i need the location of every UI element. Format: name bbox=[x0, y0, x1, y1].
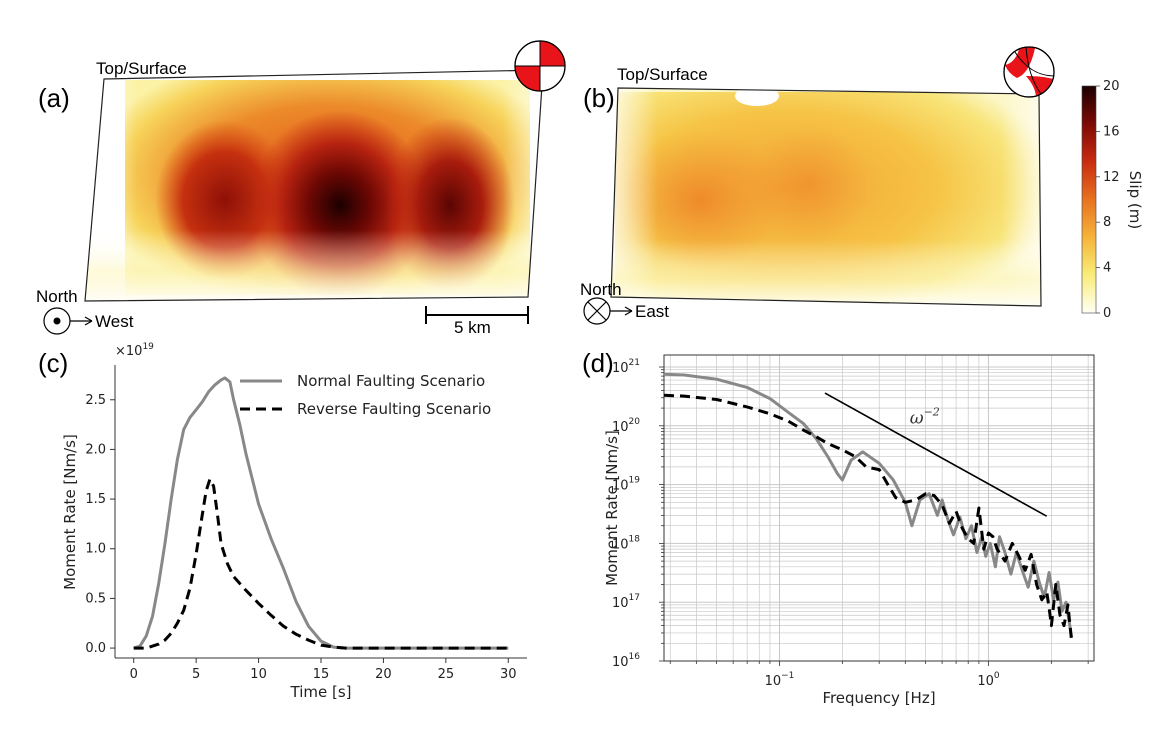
x-tick-label: 15 bbox=[313, 667, 330, 682]
normal-faulting-spectrum bbox=[664, 372, 1074, 638]
reverse-faulting-spectrum bbox=[664, 393, 1074, 642]
y-tick-label: 0.5 bbox=[85, 591, 106, 606]
y-tick-label: 1.0 bbox=[85, 542, 106, 557]
y-tick-label: 1020 bbox=[612, 417, 640, 435]
west-arrow-icon bbox=[70, 316, 93, 326]
colorbar-tick-label: 16 bbox=[1103, 124, 1120, 139]
slip-map-b bbox=[611, 88, 1041, 306]
beachball-b bbox=[1003, 46, 1055, 98]
fault-outline-b bbox=[610, 87, 1042, 307]
colorbar-tick-label: 20 bbox=[1103, 79, 1120, 94]
colorbar: 0 4 8 12 16 20 Slip (m) bbox=[1081, 79, 1144, 321]
slip-map-a bbox=[85, 70, 543, 301]
legend-label: Reverse Faulting Scenario bbox=[297, 400, 491, 418]
chart-c: 0 5 10 15 20 25 30 0.0 0.5 1.0 1.5 2.0 2.5 bbox=[85, 365, 527, 682]
panel-d-label: (d) bbox=[582, 348, 614, 378]
omega-squared-annotation: ω−2 bbox=[910, 405, 940, 428]
panel-d: (d) 10−1 100 1016 1017 1018 1019 1020 1021 ω−2 F… bbox=[582, 348, 1095, 707]
chart-d: 10−1 100 1016 1017 1018 1019 1020 1021 ω−2 bbox=[612, 354, 1095, 689]
scale-bar bbox=[425, 306, 529, 324]
colorbar-tick-label: 4 bbox=[1103, 261, 1111, 276]
chart-d-ylabel: Moment Rate [Nm/s] bbox=[603, 430, 621, 586]
y-tick-label: 1.5 bbox=[85, 492, 106, 507]
omega-squared-reference-line bbox=[824, 392, 1048, 517]
y-multiplier-label: ×1019 bbox=[115, 342, 154, 359]
x-tick-label: 25 bbox=[438, 667, 455, 682]
y-tick-label: 1018 bbox=[612, 534, 640, 552]
panel-a-label: (a) bbox=[38, 83, 70, 113]
y-tick-label: 1017 bbox=[612, 593, 640, 611]
panel-b-label: (b) bbox=[583, 83, 615, 113]
y-tick-label: 2.0 bbox=[85, 442, 106, 457]
reverse-faulting-line bbox=[133, 477, 509, 650]
y-tick-label: 1021 bbox=[612, 358, 640, 376]
y-tick-label: 0.0 bbox=[85, 641, 106, 656]
x-tick-label: 10−1 bbox=[765, 671, 795, 689]
colorbar-tick-label: 12 bbox=[1103, 170, 1120, 185]
y-tick-label: 1019 bbox=[612, 476, 640, 494]
beachball-a bbox=[514, 40, 566, 92]
grid bbox=[664, 355, 1094, 662]
east-arrow-icon bbox=[610, 306, 633, 316]
panel-a: (a) Top/Surface North West bbox=[36, 40, 566, 337]
panel-c-label: (c) bbox=[38, 348, 68, 378]
y-tick-label: 1016 bbox=[612, 652, 640, 670]
legend-label: Normal Faulting Scenario bbox=[297, 372, 485, 390]
x-tick-label: 100 bbox=[977, 671, 1000, 689]
colorbar-tick-label: 0 bbox=[1103, 306, 1111, 321]
normal-faulting-line bbox=[133, 376, 509, 650]
scale-bar-label: 5 km bbox=[454, 318, 491, 337]
into-page-icon bbox=[583, 297, 611, 325]
x-tick-label: 0 bbox=[130, 667, 138, 682]
panel-b: (b) Top/Surface 0 4 8 12 16 20 Slip (m) North bbox=[580, 46, 1144, 325]
chart-d-xlabel: Frequency [Hz] bbox=[822, 689, 935, 707]
panel-c: (c) ×1019 0 5 10 15 20 25 30 0.0 0.5 1.0 1.5 2.0 2.5… bbox=[38, 342, 527, 701]
x-tick-label: 20 bbox=[375, 667, 392, 682]
panel-b-north-label: North bbox=[580, 280, 622, 299]
out-of-page-icon bbox=[43, 307, 71, 335]
panel-b-top-label: Top/Surface bbox=[617, 65, 708, 84]
x-tick-label: 30 bbox=[500, 667, 517, 682]
panel-b-direction-label: East bbox=[635, 302, 669, 321]
panel-a-north-label: North bbox=[36, 287, 78, 306]
y-tick-label: 2.5 bbox=[85, 393, 106, 408]
panel-a-direction-label: West bbox=[95, 312, 134, 331]
chart-c-ylabel: Moment Rate [Nm/s] bbox=[61, 434, 79, 590]
colorbar-ticks: 0 4 8 12 16 20 bbox=[1096, 79, 1120, 321]
plot-frame bbox=[663, 354, 1095, 662]
fault-outline-a bbox=[84, 69, 544, 302]
panel-a-top-label: Top/Surface bbox=[96, 59, 187, 78]
chart-c-xlabel: Time [s] bbox=[290, 683, 352, 701]
x-tick-label: 10 bbox=[250, 667, 267, 682]
colorbar-tick-label: 8 bbox=[1103, 215, 1111, 230]
x-tick-label: 5 bbox=[192, 667, 200, 682]
colorbar-label: Slip (m) bbox=[1126, 171, 1144, 229]
legend: Normal Faulting Scenario Reverse Faulting… bbox=[240, 372, 491, 418]
